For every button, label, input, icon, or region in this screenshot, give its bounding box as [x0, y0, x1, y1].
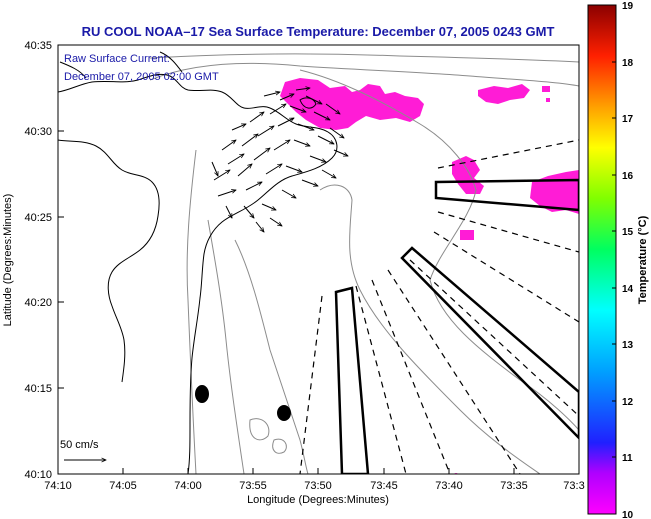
radial-dashed-lines [299, 139, 579, 474]
y-axis-label: Latitude (Degrees:Minutes) [2, 194, 14, 327]
y-axis: 40:35 40:30 40:25 40:20 40:15 40:10 [24, 40, 64, 481]
colorbar-tick: 18 [622, 58, 634, 69]
colorbar-tick: 12 [622, 397, 634, 408]
surface-current-vectors [211, 88, 348, 232]
y-tick-label: 40:30 [24, 126, 52, 138]
colorbar-tick: 14 [622, 284, 634, 295]
colorbar-tick: 10 [622, 510, 634, 519]
colorbar-tick: 11 [622, 453, 633, 464]
channel-outlines [334, 178, 579, 474]
x-axis-label: Longitude (Degrees:Minutes) [247, 494, 389, 506]
x-tick-label: 73:40 [435, 480, 463, 492]
y-tick-label: 40:35 [24, 40, 52, 52]
colorbar: 19 18 17 16 15 14 13 12 11 10 Temperatur… [587, 1, 649, 519]
x-tick-label: 73:45 [370, 480, 398, 492]
x-tick-label: 73:50 [304, 480, 332, 492]
figure-title: RU COOL NOAA–17 Sea Surface Temperature:… [82, 24, 555, 39]
colorbar-tick: 13 [622, 340, 634, 351]
x-tick-label: 73:55 [239, 480, 267, 492]
y-tick-label: 40:20 [24, 297, 52, 309]
current-legend-line1: Raw Surface Current: [64, 53, 170, 65]
plot-area [58, 45, 579, 474]
x-tick-label: 73:3 [563, 480, 584, 492]
colorbar-gradient [587, 4, 617, 515]
coastline [58, 51, 338, 474]
y-tick-label: 40:10 [24, 469, 52, 481]
x-tick-label: 74:05 [109, 480, 137, 492]
shoal-markers [195, 385, 291, 421]
x-axis: 74:10 74:05 74:00 73:55 73:50 73:45 73:4… [44, 468, 585, 492]
x-tick-label: 74:00 [174, 480, 202, 492]
colorbar-tick: 17 [622, 114, 634, 125]
y-tick-label: 40:15 [24, 383, 52, 395]
x-tick-label: 74:10 [44, 480, 72, 492]
colorbar-tick: 16 [622, 171, 634, 182]
colorbar-label: Temperature (°C) [637, 215, 649, 304]
colorbar-tick: 15 [622, 227, 634, 238]
x-tick-label: 73:35 [500, 480, 528, 492]
sst-patches [280, 78, 579, 474]
y-tick-label: 40:25 [24, 212, 52, 224]
scale-label: 50 cm/s [60, 439, 99, 451]
colorbar-tick: 19 [622, 1, 634, 12]
current-legend-line2: December 07, 2005 02:00 GMT [64, 71, 219, 83]
bathymetry-contours [149, 53, 579, 474]
